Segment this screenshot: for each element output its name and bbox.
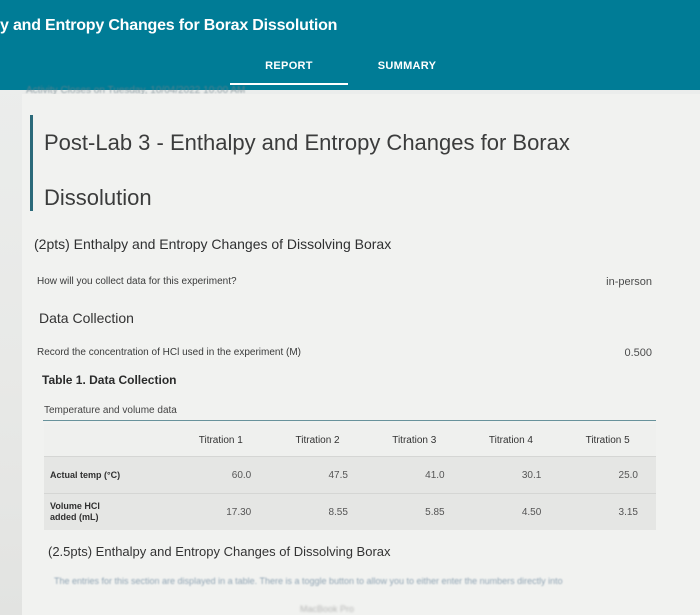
- table-top-rule: [43, 420, 656, 421]
- section-heading-2: (2.5pts) Enthalpy and Entropy Changes of…: [48, 544, 391, 559]
- table-caption: Table 1. Data Collection: [42, 373, 177, 387]
- cell-temp-3[interactable]: 41.0: [365, 456, 463, 494]
- question-row-hcl-concentration: Record the concentration of HCl used in …: [37, 347, 662, 359]
- cell-volume-3[interactable]: 5.85: [365, 493, 463, 530]
- activity-close-notice: Activity Closes on Tuesday, 10/04/2022 1…: [26, 85, 246, 96]
- table-row: Actual temp (°C) 60.0 47.5 41.0 30.1 25.…: [44, 456, 656, 494]
- cell-temp-5[interactable]: 25.0: [559, 456, 656, 494]
- data-table: Titration 1 Titration 2 Titration 3 Titr…: [44, 424, 656, 530]
- app-header: y and Entropy Changes for Borax Dissolut…: [0, 0, 700, 90]
- tab-summary[interactable]: SUMMARY: [377, 60, 437, 72]
- cell-volume-5[interactable]: 3.15: [559, 493, 656, 530]
- data-collection-heading: Data Collection: [39, 310, 134, 326]
- title-block: Post-Lab 3 - Enthalpy and Entropy Change…: [30, 115, 604, 211]
- cell-temp-1[interactable]: 60.0: [172, 456, 270, 494]
- question-row-collection-method: How will you collect data for this exper…: [37, 276, 662, 288]
- app-title: y and Entropy Changes for Borax Dissolut…: [0, 17, 338, 34]
- table-header-titration-3: Titration 3: [365, 424, 463, 457]
- cell-temp-4[interactable]: 30.1: [462, 456, 560, 494]
- table-header-titration-1: Titration 1: [172, 424, 270, 457]
- question-label: How will you collect data for this exper…: [37, 276, 237, 287]
- row-label-temp: Actual temp (°C): [44, 456, 173, 494]
- row-label-volume: Volume HCl added (mL): [44, 493, 173, 530]
- cell-volume-4[interactable]: 4.50: [462, 493, 560, 530]
- answer-value[interactable]: 0.500: [624, 347, 652, 359]
- table-header-row: Titration 1 Titration 2 Titration 3 Titr…: [44, 424, 656, 457]
- device-label: MacBook Pro: [300, 604, 355, 614]
- table-row: Volume HCl added (mL) 17.30 8.55 5.85 4.…: [44, 493, 656, 530]
- table-header-titration-5: Titration 5: [559, 424, 656, 457]
- page-title: Post-Lab 3 - Enthalpy and Entropy Change…: [44, 130, 570, 155]
- question-label: Record the concentration of HCl used in …: [37, 347, 302, 358]
- tab-bar: REPORT SUMMARY: [230, 49, 470, 85]
- table-subcaption: Temperature and volume data: [44, 405, 177, 416]
- page-title-line2: Dissolution: [44, 185, 152, 210]
- table-header-empty: [44, 424, 173, 457]
- table-header-titration-2: Titration 2: [269, 424, 366, 457]
- cell-volume-2[interactable]: 8.55: [269, 493, 366, 530]
- answer-value[interactable]: in-person: [606, 276, 652, 288]
- table-header-titration-4: Titration 4: [462, 424, 560, 457]
- cell-temp-2[interactable]: 47.5: [269, 456, 366, 494]
- cell-volume-1[interactable]: 17.30: [172, 493, 270, 530]
- tab-report[interactable]: REPORT: [230, 49, 348, 85]
- section-heading-1: (2pts) Enthalpy and Entropy Changes of D…: [34, 236, 392, 252]
- section2-instructions: The entries for this section are display…: [54, 576, 563, 586]
